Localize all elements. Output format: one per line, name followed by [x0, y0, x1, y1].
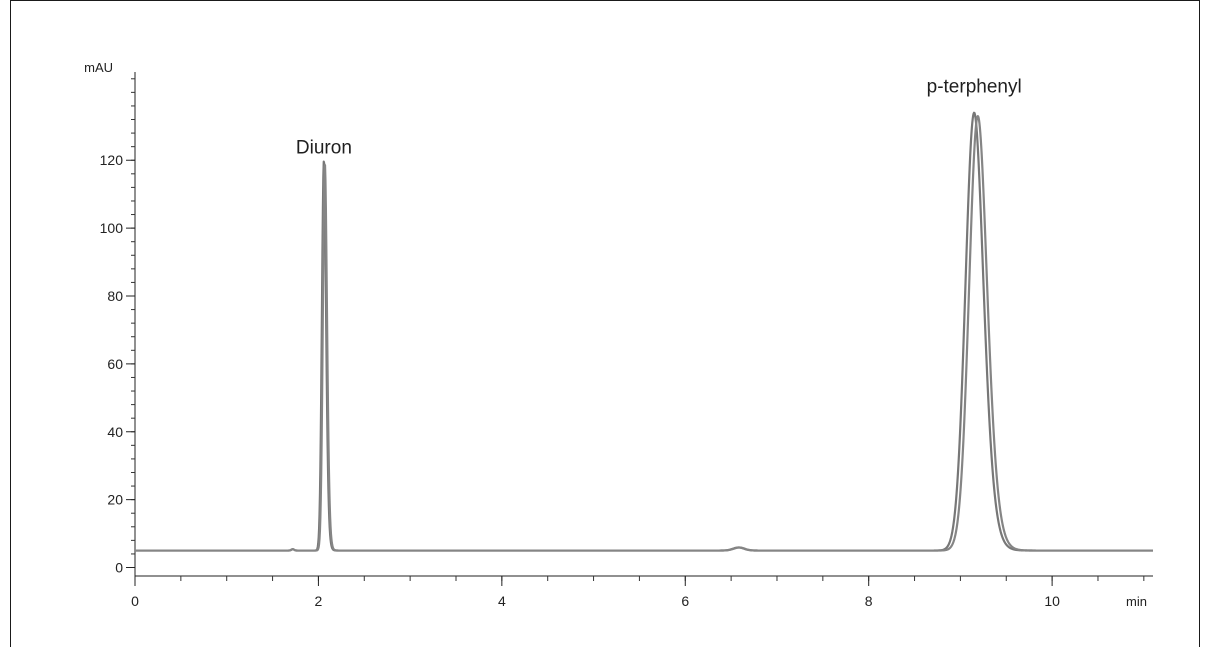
y-tick-label: 120 — [100, 152, 124, 168]
peak-label-2: p-terphenyl — [927, 76, 1022, 97]
y-tick-label: 40 — [107, 424, 123, 440]
traces — [134, 111, 1154, 552]
y-tick-label: 60 — [107, 356, 123, 372]
labels: mAU min 0 20 40 60 80 100 120 0 2 4 6 8 10 Diuron p-te… — [84, 60, 1147, 609]
x-tick-label: 4 — [498, 593, 506, 609]
figure-frame — [10, 0, 1200, 647]
peak-label-1: Diuron — [296, 137, 352, 158]
y-axis-label: mAU — [84, 60, 113, 75]
x-tick-label: 8 — [865, 593, 873, 609]
y-tick-label: 100 — [100, 220, 124, 236]
x-tick-label: 0 — [131, 593, 139, 609]
x-tick-label: 6 — [681, 593, 689, 609]
y-tick-label: 80 — [107, 288, 123, 304]
x-tick-label: 10 — [1044, 593, 1060, 609]
x-axis-label: min — [1126, 594, 1147, 609]
y-tick-label: 20 — [107, 492, 123, 508]
y-tick-label: 0 — [115, 560, 123, 576]
x-tick-label: 2 — [315, 593, 323, 609]
chromatogram-trace-2 — [134, 115, 1154, 552]
axes — [126, 72, 1153, 586]
chromatogram-trace-1 — [134, 111, 1154, 552]
